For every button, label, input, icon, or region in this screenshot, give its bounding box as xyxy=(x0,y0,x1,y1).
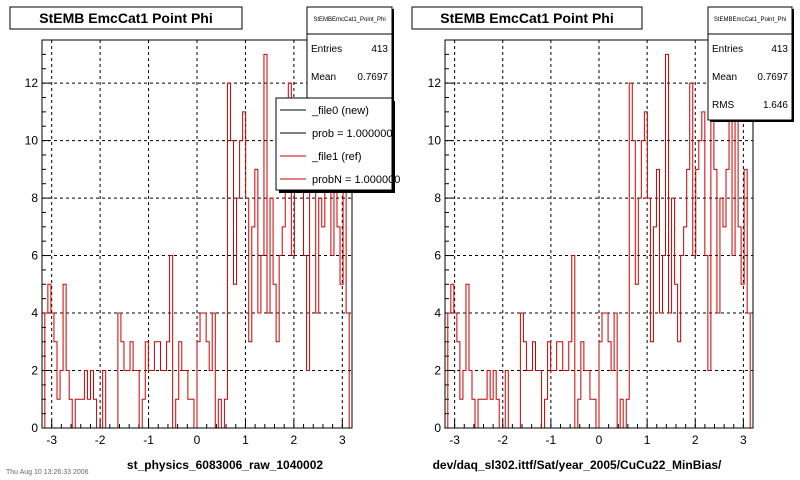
y-tick-label: 2 xyxy=(434,364,441,378)
stats-value: 0.7697 xyxy=(357,72,388,83)
stats-box xyxy=(707,6,793,121)
chart-title-box xyxy=(9,6,243,30)
x-tick-label: -1 xyxy=(546,433,557,447)
legend-label: probN = 1.000000 xyxy=(312,174,400,186)
chart-title: StEMB EmcCat1 Point Phi xyxy=(440,10,613,26)
x-tick-label: 0 xyxy=(596,433,603,447)
legend-label: _file1 (ref) xyxy=(311,151,362,163)
y-tick-label: 10 xyxy=(428,134,442,148)
stats-value: 413 xyxy=(771,44,788,55)
y-tick-label: 0 xyxy=(31,421,38,435)
stats-value: 1.646 xyxy=(763,100,788,111)
stats-title: StEMBEmcCat1_Point_Phi xyxy=(714,17,786,23)
x-tick-label: -3 xyxy=(46,433,57,447)
plot-frame xyxy=(444,39,754,429)
chart-title: StEMB EmcCat1 Point Phi xyxy=(39,10,212,26)
y-tick-label: 0 xyxy=(434,421,441,435)
footnote-timestamp: Thu Aug 10 13:26:33 2006 xyxy=(6,469,89,476)
y-tick-label: 4 xyxy=(31,306,38,320)
y-tick-label: 2 xyxy=(31,364,38,378)
x-tick-label: 2 xyxy=(291,433,298,447)
x-tick-label: 1 xyxy=(242,433,249,447)
x-tick-label: 1 xyxy=(644,433,651,447)
stats-title: StEMBEmcCat1_Point_Phi xyxy=(313,17,385,23)
histogram-series-ref xyxy=(447,53,751,429)
y-tick-label: 6 xyxy=(31,249,38,263)
legend-label: _file0 (new) xyxy=(311,105,369,117)
x-tick-label: -1 xyxy=(143,433,154,447)
stats-label: Entries xyxy=(712,44,743,55)
x-tick-label: 0 xyxy=(194,433,201,447)
legend-label: prob = 1.000000 xyxy=(312,128,392,140)
x-axis-label: dev/daq_sl302.ittf/Sat/year_2005/CuCu22_… xyxy=(433,458,722,472)
y-tick-label: 8 xyxy=(434,191,441,205)
chart-title-box xyxy=(411,6,643,30)
y-tick-label: 8 xyxy=(31,191,38,205)
y-tick-label: 6 xyxy=(434,249,441,263)
x-tick-label: 3 xyxy=(740,433,747,447)
stats-value: 413 xyxy=(371,44,388,55)
y-tick-label: 12 xyxy=(25,76,39,90)
y-tick-label: 12 xyxy=(428,76,442,90)
stats-label: RMS xyxy=(712,100,735,111)
x-tick-label: 2 xyxy=(692,433,699,447)
legend-box xyxy=(275,97,393,191)
x-tick-label: 3 xyxy=(339,433,346,447)
x-axis-label: st_physics_6083006_raw_1040002 xyxy=(127,458,323,472)
plot-frame xyxy=(41,39,353,429)
x-tick-label: -3 xyxy=(449,433,460,447)
y-tick-label: 10 xyxy=(25,134,39,148)
stats-label: Mean xyxy=(311,72,336,83)
x-tick-label: -2 xyxy=(95,433,106,447)
stats-label: Mean xyxy=(712,72,737,83)
stats-label: Entries xyxy=(311,44,342,55)
stats-value: 0.7697 xyxy=(757,72,788,83)
x-tick-label: -2 xyxy=(497,433,508,447)
y-tick-label: 4 xyxy=(434,306,441,320)
